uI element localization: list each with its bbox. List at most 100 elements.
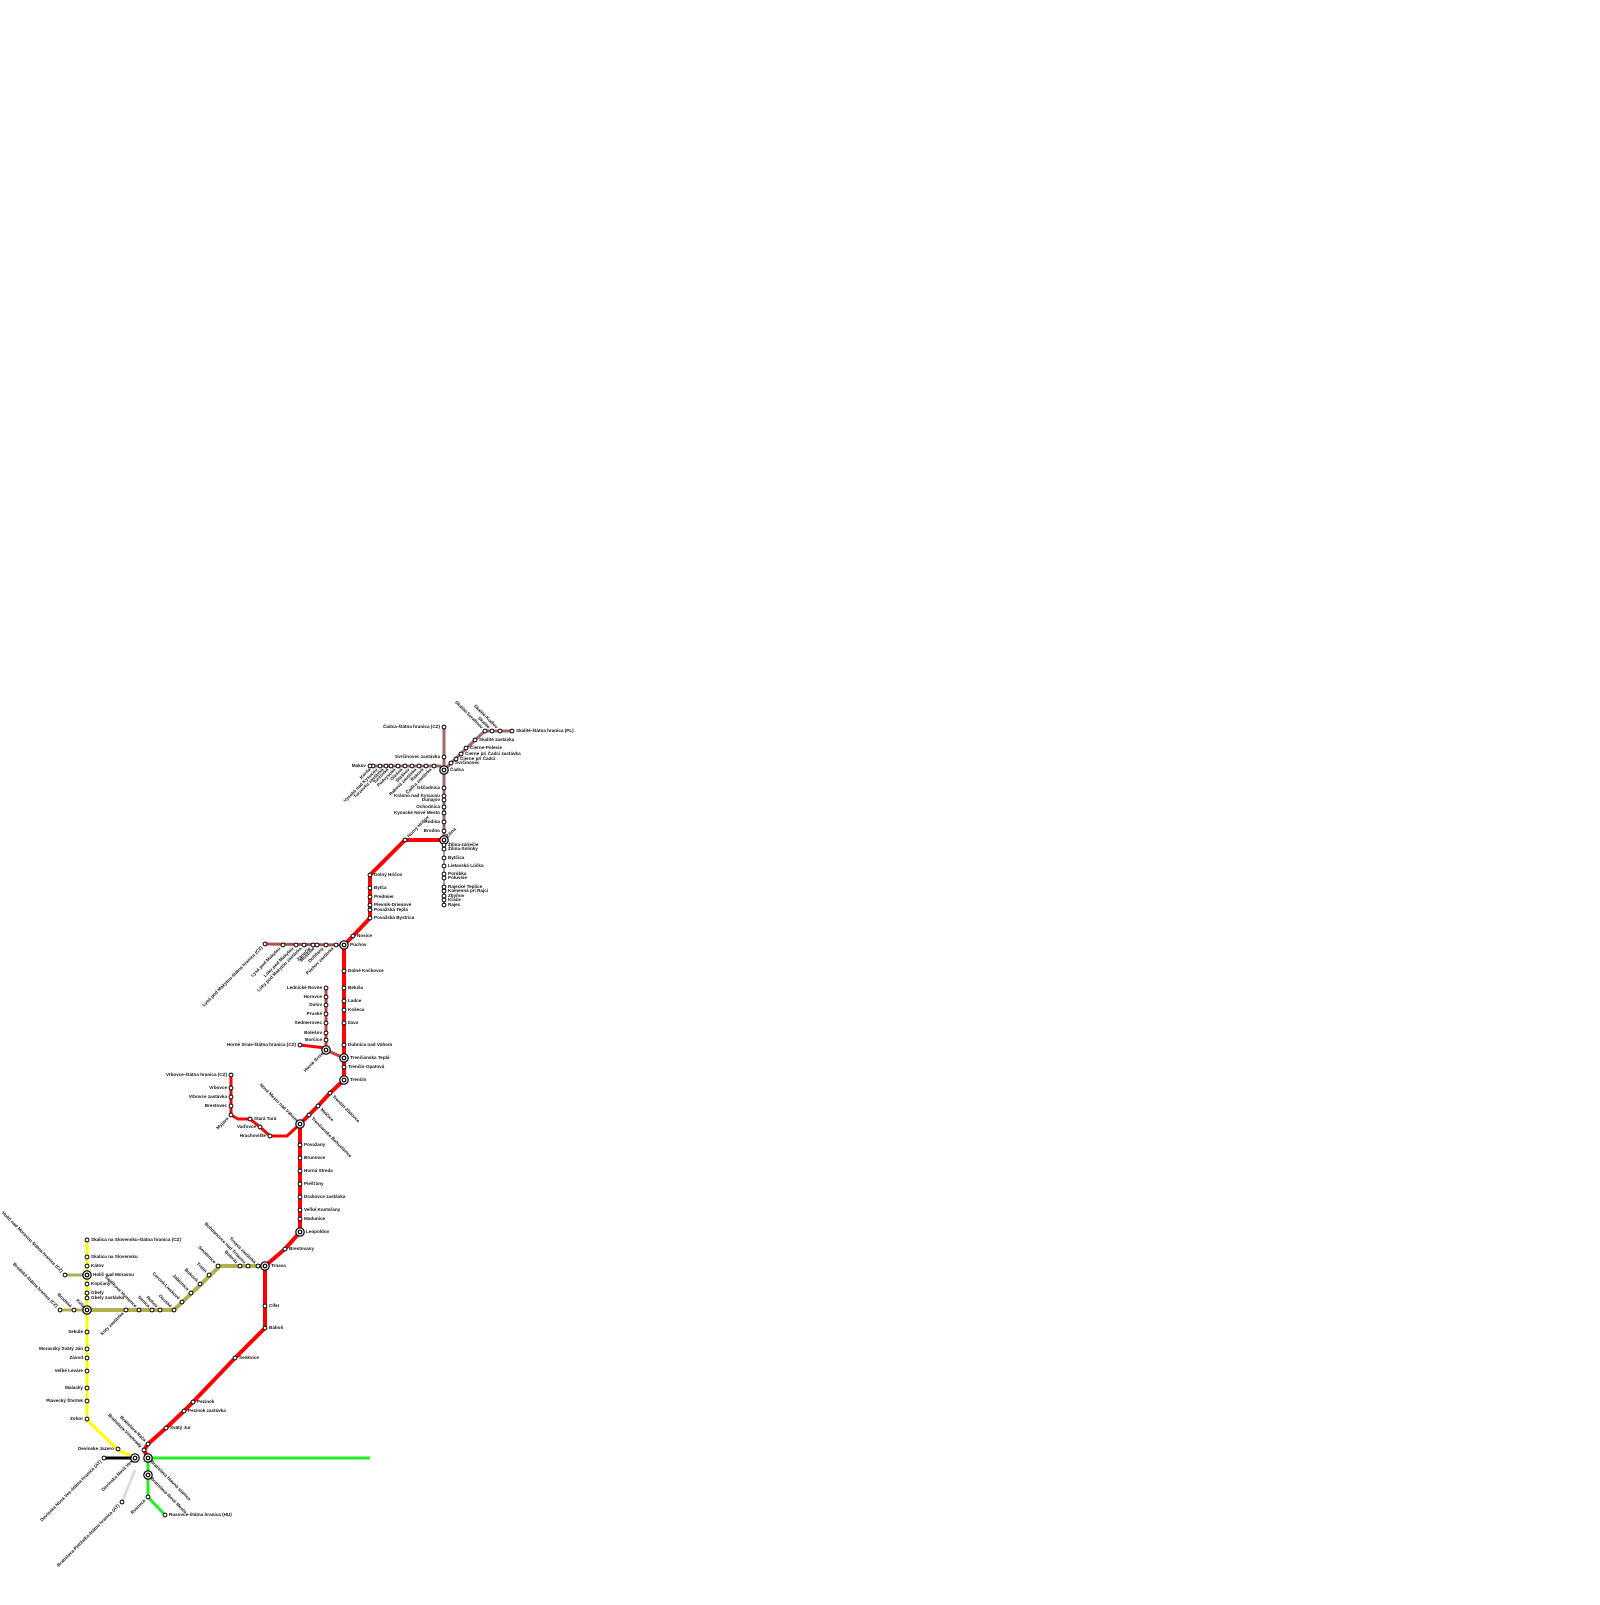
station [431, 763, 437, 769]
station [367, 907, 373, 913]
station [171, 1307, 177, 1313]
station [297, 1042, 303, 1048]
station-label: Rajec [448, 902, 461, 907]
station-label: Melčice [319, 1107, 335, 1123]
station-label: Báhoň [269, 1325, 283, 1330]
station-label: Skalité-Serafínov [454, 700, 484, 730]
station [280, 942, 286, 948]
station [367, 902, 373, 908]
station [62, 1272, 68, 1278]
station-label: Gbely zastávka [91, 1295, 125, 1300]
station [228, 1085, 234, 1091]
station [237, 1263, 243, 1269]
station [245, 1263, 251, 1269]
station [306, 1112, 312, 1118]
station-label: Považská Bystrica [374, 915, 415, 920]
station-label: Dubnica nad Váhom [348, 1042, 392, 1047]
station-label: Beluša [348, 985, 364, 990]
station-label: Čadca [450, 766, 464, 772]
station [141, 1447, 147, 1453]
station-label: Skalica na Slovensku-štátna hranica (CZ) [91, 1237, 181, 1242]
station [367, 872, 373, 878]
station [323, 994, 329, 1000]
station [228, 1112, 234, 1118]
station-label: Devínske Jazero [78, 1446, 114, 1451]
station-label: Holíč nad Moravou-štátna hranica (CZ) [1, 1210, 64, 1273]
station-label: Horný Hričov [406, 814, 430, 838]
line [120, 1469, 137, 1503]
station [255, 1263, 261, 1269]
station [441, 875, 447, 881]
station-label: Pezinok zastávka [188, 1408, 226, 1413]
station-label: Považany [304, 1142, 326, 1147]
station [441, 863, 447, 869]
station [341, 1007, 347, 1013]
station-hub-core [323, 1047, 329, 1053]
station-hub-core [145, 1472, 151, 1478]
line [142, 838, 444, 1459]
station [262, 941, 268, 947]
station [84, 1346, 90, 1352]
station-label: Borčice [305, 1037, 322, 1042]
station [323, 1020, 329, 1026]
station [310, 942, 316, 948]
station [301, 942, 307, 948]
station-label: Kysucké Nové Mesto [394, 810, 440, 815]
station [145, 1494, 151, 1500]
station [441, 893, 447, 899]
station [323, 1037, 329, 1043]
station-label: Kátov [91, 1263, 104, 1268]
station-hub-core [341, 942, 347, 948]
station [497, 728, 503, 734]
station [402, 763, 408, 769]
station [297, 1181, 303, 1187]
station-label: Vrbovce zastávka [189, 1094, 228, 1099]
station-label: Bytčica [448, 855, 465, 860]
station [297, 1216, 303, 1222]
station [84, 1237, 90, 1243]
station-hub-core [145, 1455, 151, 1461]
station-label: Svrčinovec [455, 760, 480, 765]
station [441, 804, 447, 810]
station-label: Vrbovce [209, 1085, 227, 1090]
station-label: Trenčín [350, 1077, 367, 1082]
station-label: Trenčín-Zlatovce [331, 1094, 361, 1124]
station [84, 1290, 90, 1296]
station-label: Zohor [70, 1416, 83, 1421]
station-label: Osuské [158, 1293, 174, 1309]
station-label: Veľké Leváre [55, 1368, 84, 1373]
station-label: Kľače [448, 897, 461, 902]
station-label: Horné Srnie [303, 1051, 325, 1073]
station-label: Dulov [309, 1002, 322, 1007]
station [84, 1329, 90, 1335]
station-label: Rajecké Teplice [448, 884, 483, 889]
station-label: Dunajov [422, 797, 441, 802]
station [323, 942, 329, 948]
station-label: Skalité zastávka [479, 737, 515, 742]
station-label: Čierne pri Čadci [460, 755, 495, 761]
station [441, 810, 447, 816]
station [441, 871, 447, 877]
station-label: Dolné Kočkovce [348, 968, 384, 973]
station-label: Trnava [271, 1263, 286, 1268]
station-label: Myjava [215, 1116, 230, 1131]
station-label: Drahovce zastávka [304, 1194, 346, 1199]
station-label: Čierne pri Čadci zastávka [465, 750, 521, 756]
station [441, 819, 447, 825]
station [282, 1246, 288, 1252]
station [409, 763, 415, 769]
station [463, 745, 469, 751]
station-label: Moravský Svätý Ján [39, 1346, 83, 1351]
station [350, 933, 356, 939]
station-label: Čadca-štátna hranica (CZ) [383, 723, 440, 729]
station-label: Sekule [68, 1329, 83, 1334]
station [71, 1307, 77, 1313]
station [341, 968, 347, 974]
station [482, 728, 488, 734]
station-label: Bolešov [304, 1030, 322, 1035]
station [297, 1194, 303, 1200]
station [247, 1116, 253, 1122]
station-label: Rusovce-štátna hranica (HU) [169, 1512, 232, 1517]
station [267, 1133, 273, 1139]
station [262, 1303, 268, 1309]
